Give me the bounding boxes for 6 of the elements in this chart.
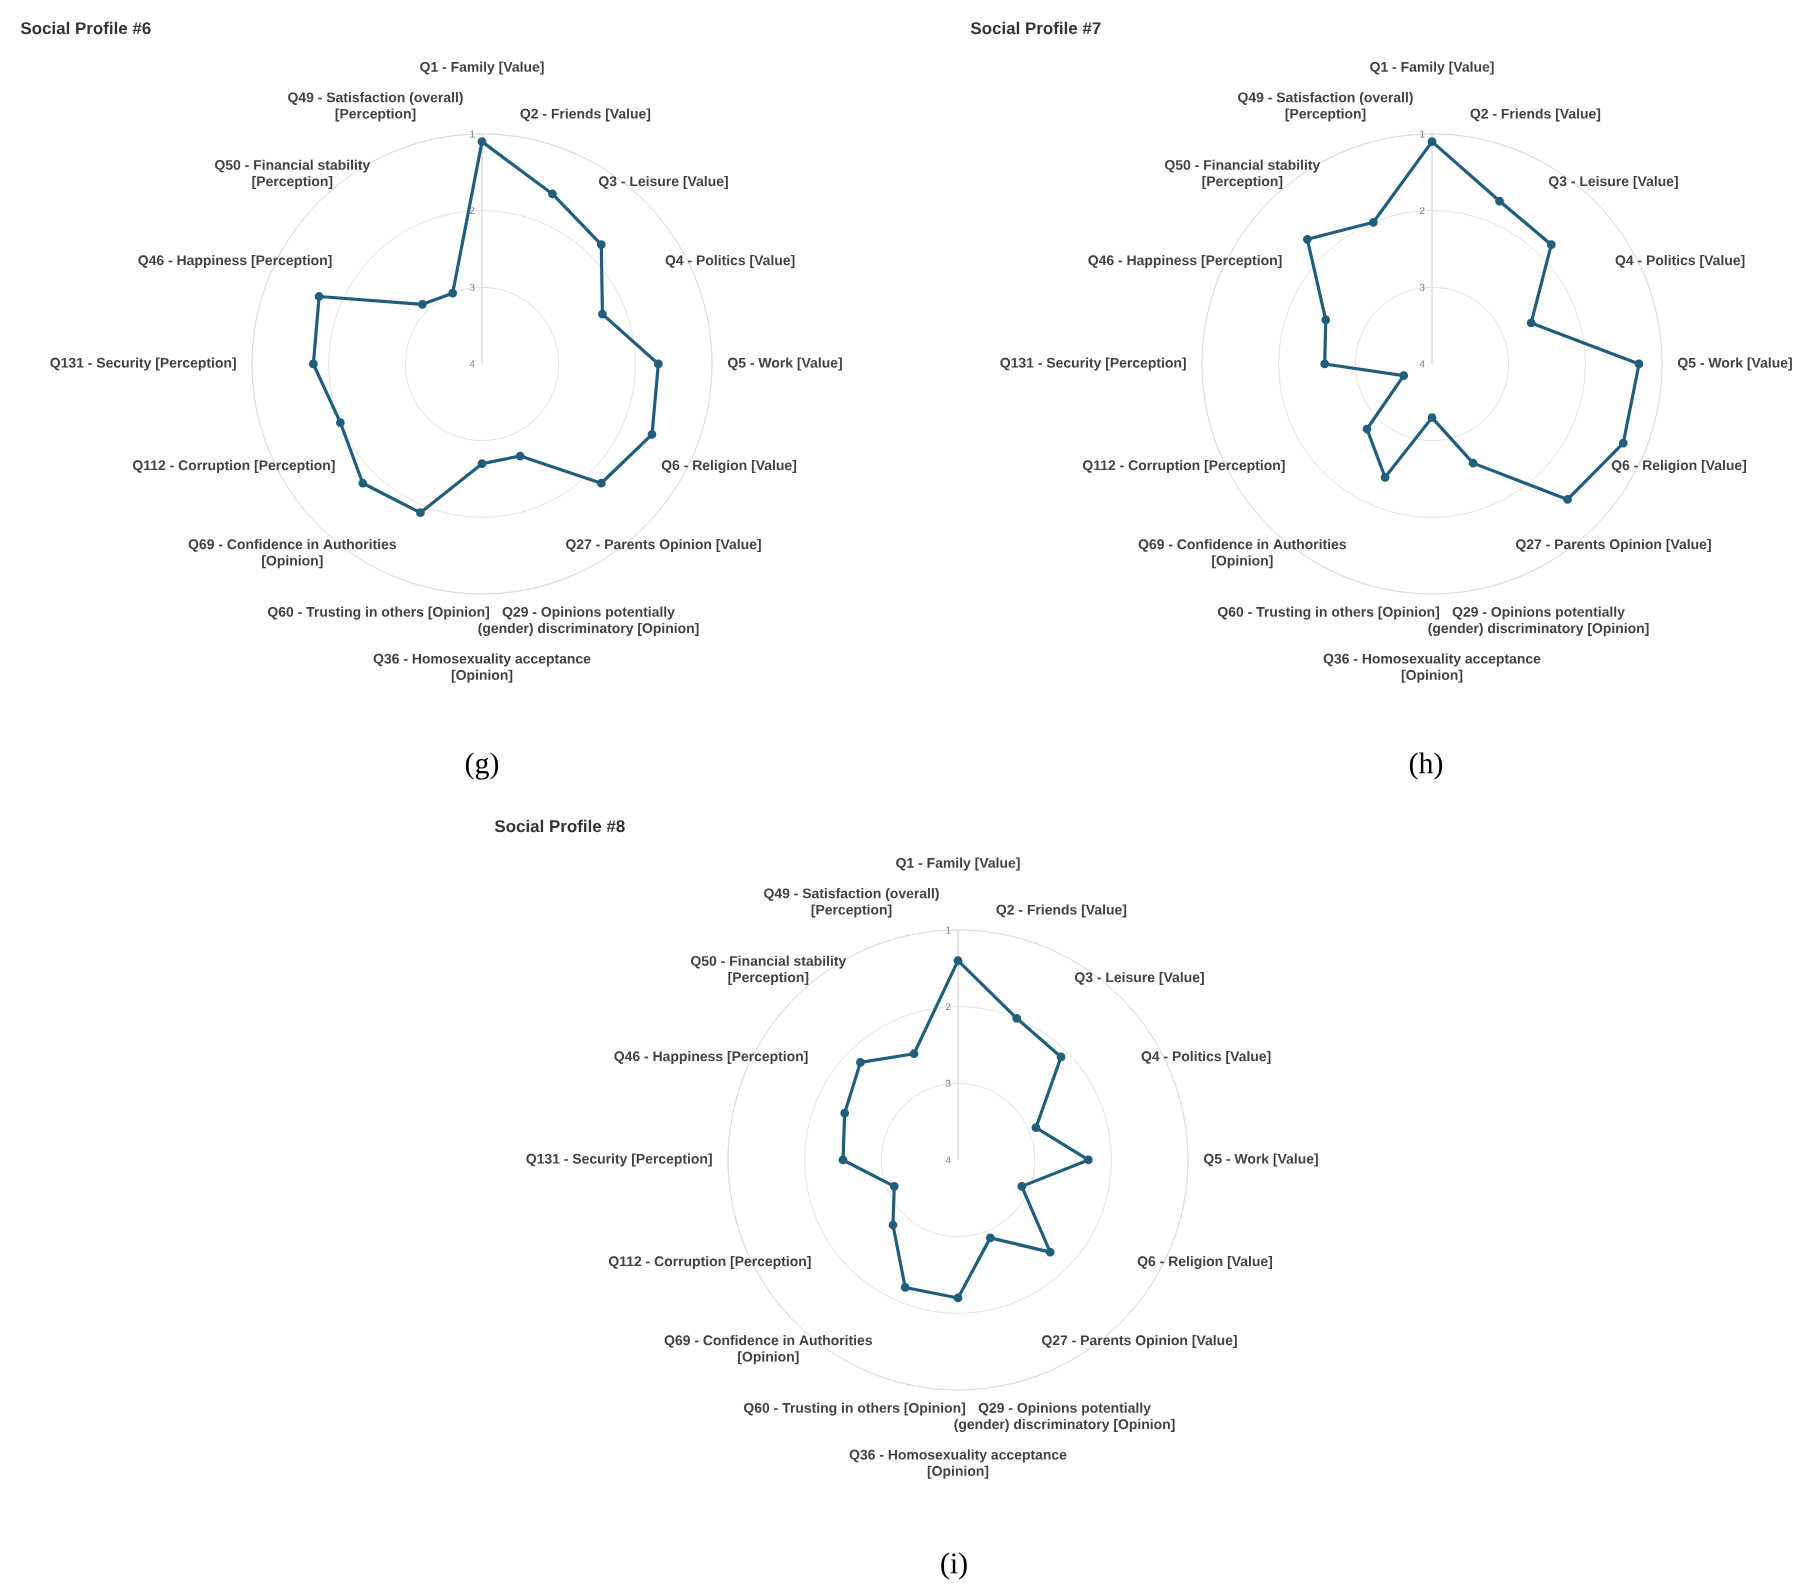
chart-title: Social Profile #7: [970, 21, 1101, 35]
chart-title: Social Profile #8: [494, 819, 625, 833]
text: (g): [465, 752, 499, 780]
text: (h): [1409, 752, 1443, 780]
text: (i): [941, 1552, 967, 1580]
chart-title: Social Profile #6: [20, 21, 151, 35]
